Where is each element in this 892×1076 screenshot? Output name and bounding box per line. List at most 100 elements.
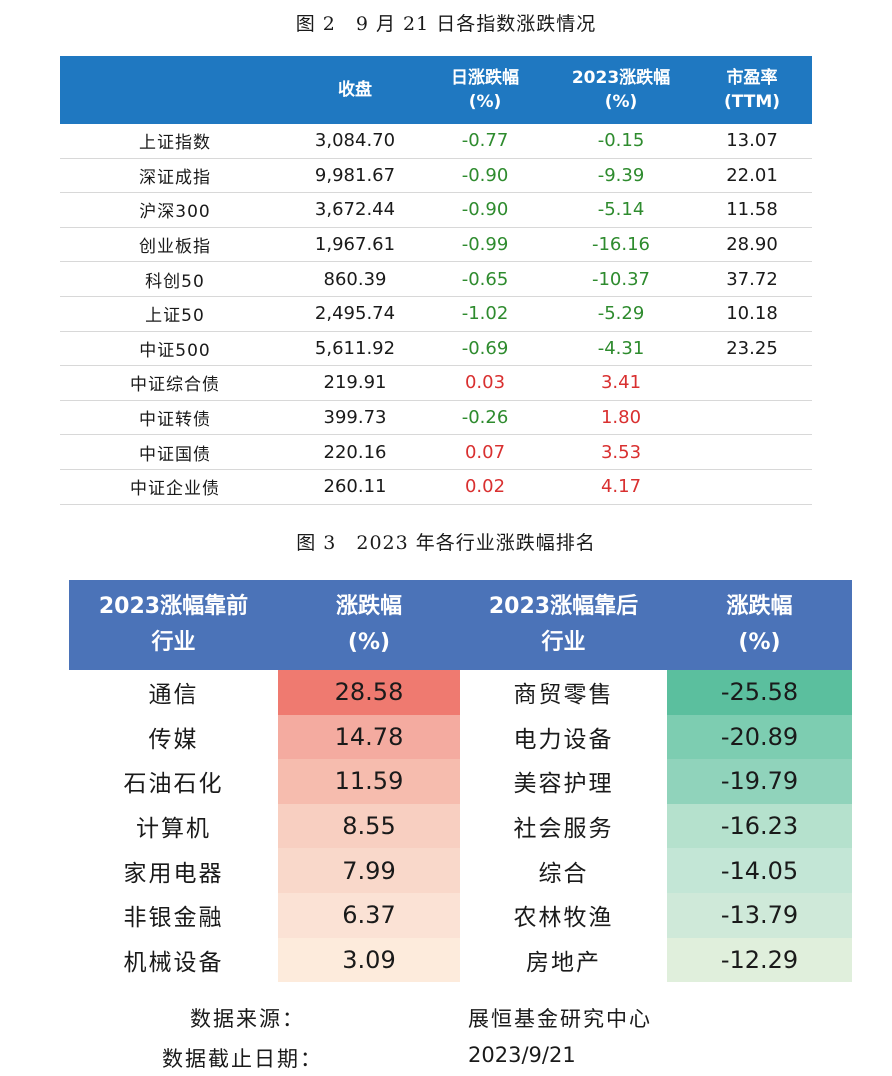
index-name: 上证50: [60, 296, 290, 332]
cutoff-label: 数据截止日期：: [162, 1047, 323, 1071]
table-row: 沪深300 3,672.44 -0.90 -5.14 11.58: [60, 192, 812, 228]
index-name: 中证综合债: [60, 365, 290, 401]
col-header-name: [60, 56, 290, 124]
pe-value: 22.01: [692, 158, 812, 194]
index-name: 中证500: [60, 331, 290, 367]
close-value: 9,981.67: [290, 158, 420, 194]
day-change: -0.77: [420, 124, 550, 159]
pe-value: [692, 400, 812, 436]
table-row: 中证国债 220.16 0.07 3.53: [60, 434, 812, 470]
table-row: 机械设备 3.09 房地产 -12.29: [69, 937, 852, 983]
top-industry-change: 3.09: [278, 937, 460, 983]
pe-value: [692, 434, 812, 470]
pe-value: 10.18: [692, 296, 812, 332]
col-header-bottom-change: 涨跌幅 (%): [667, 580, 852, 670]
table-row: 通信 28.58 商贸零售 -25.58: [69, 670, 852, 715]
table-header-row: 2023涨幅靠前 行业 涨跌幅 (%) 2023涨幅靠后 行业 涨跌幅 (%): [69, 580, 852, 670]
day-change: 0.03: [420, 365, 550, 401]
index-name: 中证转债: [60, 400, 290, 436]
table-row: 传媒 14.78 电力设备 -20.89: [69, 714, 852, 760]
table-row: 中证企业债 260.11 0.02 4.17: [60, 469, 812, 505]
top-industry-change: 8.55: [278, 803, 460, 849]
col-header-top-industry: 2023涨幅靠前 行业: [69, 580, 278, 670]
figure3-title: 图 3 2023 年各行业涨跌幅排名: [296, 532, 596, 554]
ytd-change: -5.14: [550, 192, 692, 228]
day-change: -0.90: [420, 158, 550, 194]
ytd-change: -16.16: [550, 227, 692, 263]
table-row: 中证综合债 219.91 0.03 3.41: [60, 365, 812, 401]
top-industry-name: 通信: [148, 682, 199, 709]
top-industry-name: 石油石化: [123, 771, 224, 798]
bottom-industry-change: -12.29: [667, 937, 852, 983]
day-change: 0.07: [420, 434, 550, 470]
pe-value: 28.90: [692, 227, 812, 263]
index-name: 创业板指: [60, 227, 290, 263]
close-value: 1,967.61: [290, 227, 420, 263]
table-row: 上证指数 3,084.70 -0.77 -0.15 13.07: [60, 124, 812, 159]
col-header-pe: 市盈率 (TTM): [692, 56, 812, 124]
pe-value: 37.72: [692, 261, 812, 297]
col-header-day-change: 日涨跌幅 (%): [420, 56, 550, 124]
close-value: 260.11: [290, 469, 420, 505]
table-row: 深证成指 9,981.67 -0.90 -9.39 22.01: [60, 158, 812, 194]
source-label: 数据来源：: [190, 1007, 305, 1031]
ytd-change: -10.37: [550, 261, 692, 297]
bottom-industry-name: 社会服务: [513, 816, 614, 843]
pe-value: [692, 469, 812, 505]
bottom-industry-change: -20.89: [667, 714, 852, 760]
day-change: -1.02: [420, 296, 550, 332]
ytd-change: -9.39: [550, 158, 692, 194]
table-row: 上证50 2,495.74 -1.02 -5.29 10.18: [60, 296, 812, 332]
source-value: 展恒基金研究中心: [468, 1007, 652, 1031]
close-value: 860.39: [290, 261, 420, 297]
bottom-industry-name: 电力设备: [513, 726, 614, 753]
col-header-bottom-industry: 2023涨幅靠后 行业: [460, 580, 667, 670]
bottom-industry-name: 农林牧渔: [513, 905, 614, 932]
close-value: 3,672.44: [290, 192, 420, 228]
bottom-industry-change: -25.58: [667, 670, 852, 715]
close-value: 5,611.92: [290, 331, 420, 367]
bottom-industry-change: -14.05: [667, 848, 852, 893]
top-industry-change: 11.59: [278, 759, 460, 804]
index-name: 中证国债: [60, 434, 290, 470]
pe-value: 13.07: [692, 124, 812, 159]
day-change: 0.02: [420, 469, 550, 505]
pe-value: 11.58: [692, 192, 812, 228]
index-name: 沪深300: [60, 192, 290, 228]
table-row: 中证500 5,611.92 -0.69 -4.31 23.25: [60, 331, 812, 367]
index-name: 中证企业债: [60, 469, 290, 505]
close-value: 219.91: [290, 365, 420, 401]
ytd-change: -5.29: [550, 296, 692, 332]
day-change: -0.99: [420, 227, 550, 263]
close-value: 220.16: [290, 434, 420, 470]
top-industry-name: 非银金融: [123, 905, 224, 932]
table-row: 石油石化 11.59 美容护理 -19.79: [69, 759, 852, 804]
table-row: 家用电器 7.99 综合 -14.05: [69, 848, 852, 893]
day-change: -0.69: [420, 331, 550, 367]
bottom-industry-name: 美容护理: [513, 771, 614, 798]
table-row: 中证转债 399.73 -0.26 1.80: [60, 400, 812, 436]
top-industry-change: 7.99: [278, 848, 460, 893]
col-header-top-change: 涨跌幅 (%): [278, 580, 460, 670]
figure2-title: 图 2 9 月 21 日各指数涨跌情况: [295, 13, 597, 35]
bottom-industry-name: 综合: [538, 860, 589, 887]
day-change: -0.65: [420, 261, 550, 297]
bottom-industry-change: -19.79: [667, 759, 852, 804]
bottom-industry-name: 商贸零售: [513, 682, 614, 709]
bottom-industry-name: 房地产: [526, 949, 601, 976]
ytd-change: 4.17: [550, 469, 692, 505]
bottom-industry-change: -13.79: [667, 892, 852, 938]
pe-value: [692, 365, 812, 401]
ytd-change: 3.53: [550, 434, 692, 470]
bottom-industry-change: -16.23: [667, 803, 852, 849]
close-value: 399.73: [290, 400, 420, 436]
top-industry-name: 计算机: [136, 816, 211, 843]
top-industry-change: 6.37: [278, 892, 460, 938]
col-header-ytd-change: 2023涨跌幅 (%): [550, 56, 692, 124]
ytd-change: -4.31: [550, 331, 692, 367]
table-row: 创业板指 1,967.61 -0.99 -16.16 28.90: [60, 227, 812, 263]
table-row: 非银金融 6.37 农林牧渔 -13.79: [69, 892, 852, 938]
close-value: 2,495.74: [290, 296, 420, 332]
index-performance-table: 收盘 日涨跌幅 (%) 2023涨跌幅 (%) 市盈率 (TTM) 上证指数 3,084…: [60, 56, 812, 505]
industry-ranking-table: 2023涨幅靠前 行业 涨跌幅 (%) 2023涨幅靠后 行业 涨跌幅 (%) 通信 28…: [69, 580, 852, 983]
